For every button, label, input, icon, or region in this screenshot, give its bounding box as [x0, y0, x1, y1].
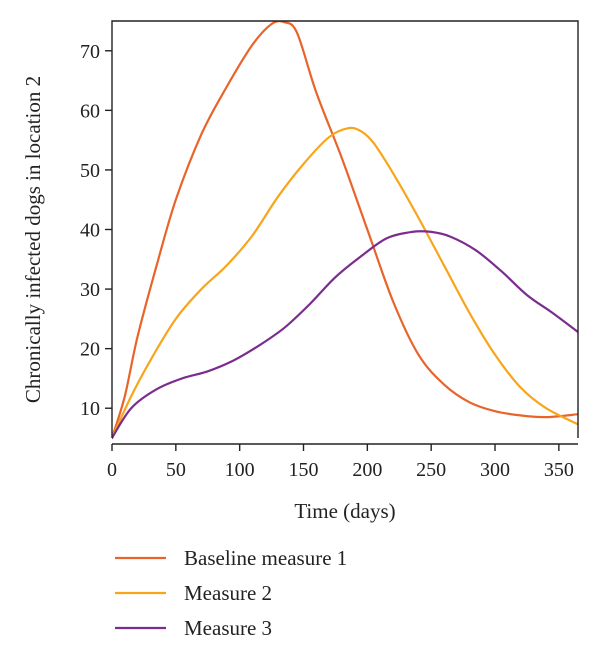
x-tick-label: 200: [352, 459, 382, 481]
x-tick-label: 0: [107, 459, 117, 481]
legend: Baseline measure 1 Measure 2 Measure 3: [115, 546, 347, 640]
legend-label: Measure 2: [184, 581, 272, 605]
x-tick-label: 50: [166, 459, 186, 481]
plot-frame: [111, 20, 579, 445]
series-group: [112, 21, 578, 440]
y-axis-label: Chronically infected dogs in location 2: [21, 76, 45, 403]
legend-label: Measure 3: [184, 616, 272, 640]
series-line-2: [112, 126, 578, 440]
y-tick-label: 70: [80, 41, 100, 63]
y-tick-label: 60: [80, 100, 100, 122]
y-tick-label: 10: [80, 398, 100, 420]
x-tick-label: 350: [544, 459, 574, 481]
legend-label: Baseline measure 1: [184, 546, 347, 570]
x-tick-label: 100: [225, 459, 255, 481]
y-tick-label: 50: [80, 160, 100, 182]
x-tick-label: 300: [480, 459, 510, 481]
x-tick-label: 150: [289, 459, 319, 481]
series-line-3: [112, 230, 578, 440]
y-tick-label: 30: [80, 279, 100, 301]
x-tick-label: 250: [416, 459, 446, 481]
series-line-1: [112, 21, 578, 440]
x-axis-label: Time (days): [294, 499, 395, 523]
x-axis-ticks: 0 50 100 150 200 250 300 350: [107, 444, 574, 481]
y-axis-ticks: 10 20 30 40 50 60 70: [80, 41, 112, 420]
y-tick-label: 20: [80, 339, 100, 361]
y-tick-label: 40: [80, 220, 100, 242]
